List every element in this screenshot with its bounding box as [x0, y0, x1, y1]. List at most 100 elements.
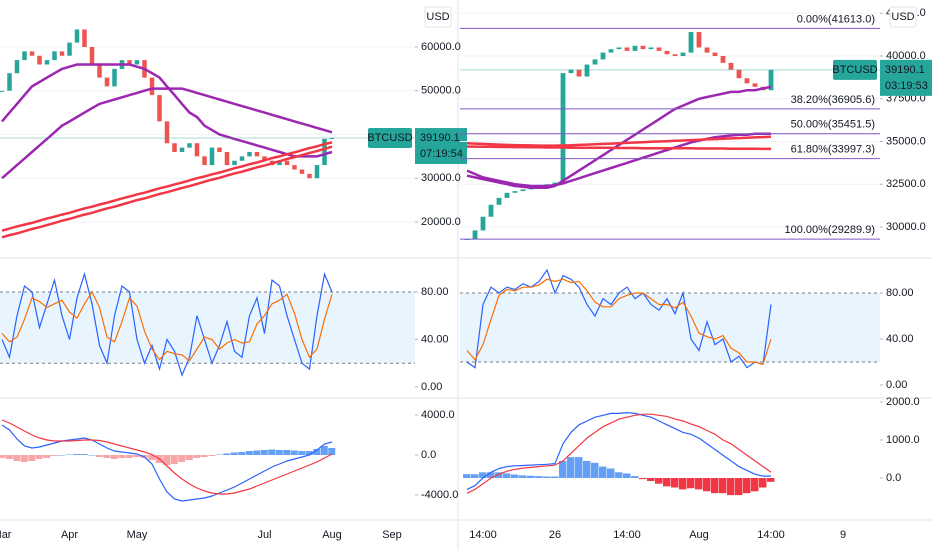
- candle: [768, 69, 774, 91]
- pane: [460, 268, 880, 369]
- candle: [67, 42, 72, 56]
- histogram-bar: [133, 455, 141, 457]
- candle: [752, 83, 758, 87]
- candle: [640, 45, 646, 50]
- fib-label: 61.80%(33997.3): [791, 144, 875, 156]
- histogram-bar: [80, 454, 88, 455]
- histogram-bar: [0, 455, 6, 458]
- histogram-bar: [65, 454, 73, 455]
- candle: [584, 64, 590, 77]
- histogram-bar: [253, 450, 261, 455]
- y-tick-label: 20000.0: [421, 216, 461, 228]
- histogram-bar: [268, 449, 276, 455]
- series-line: [1, 271, 333, 377]
- y-tick-label: 2000.0: [886, 396, 920, 408]
- histogram-bar: [275, 450, 283, 455]
- candle: [217, 147, 222, 152]
- histogram-bar: [170, 455, 178, 464]
- candle: [504, 192, 510, 198]
- histogram-bar: [511, 474, 519, 479]
- candle: [14, 60, 20, 74]
- candle: [632, 45, 638, 51]
- y-tick-label: 40.00: [421, 333, 449, 345]
- series-line: [466, 268, 772, 369]
- series-line: [1, 290, 333, 362]
- histogram-bar: [313, 449, 321, 455]
- pane: [0, 271, 415, 377]
- histogram-bar: [679, 478, 687, 490]
- candle: [284, 160, 290, 166]
- x-tick-label: 9: [840, 529, 846, 541]
- price-badge: [880, 59, 932, 96]
- x-tick-label: Jul: [257, 529, 271, 541]
- unit-label: USD: [426, 11, 449, 23]
- histogram-bar: [655, 478, 663, 484]
- histogram-bar: [671, 478, 679, 488]
- candle: [608, 49, 614, 53]
- candle: [29, 51, 35, 56]
- candle: [164, 121, 170, 144]
- histogram-bar: [663, 478, 671, 487]
- y-tick-label: 30000.0: [421, 172, 461, 184]
- y-tick-label: 40.00: [886, 333, 914, 345]
- candle: [307, 173, 312, 179]
- histogram-bar: [751, 478, 759, 492]
- candle: [239, 156, 245, 161]
- histogram-bar: [647, 478, 655, 482]
- pane: [463, 411, 775, 496]
- candle: [680, 52, 686, 57]
- candle: [187, 143, 192, 148]
- candle: [97, 64, 102, 78]
- symbol-label: BTCUSD: [832, 64, 877, 76]
- pane: [0, 29, 415, 239]
- histogram-bar: [727, 478, 735, 496]
- x-tick-label: 14:00: [469, 529, 497, 541]
- candle: [520, 189, 526, 192]
- histogram-bar: [13, 455, 21, 461]
- candle: [277, 160, 282, 166]
- y-tick-label: -4000.0: [421, 489, 458, 501]
- histogram-bar: [551, 476, 559, 479]
- candle: [488, 204, 494, 217]
- histogram-bar: [503, 473, 511, 479]
- price-badge: [415, 128, 467, 165]
- candle: [496, 197, 502, 205]
- histogram-bar: [125, 455, 133, 458]
- candle: [688, 32, 694, 53]
- histogram-bar: [230, 452, 238, 455]
- candle: [552, 182, 558, 185]
- series-line: [466, 85, 772, 189]
- candle: [224, 151, 230, 166]
- y-tick-label: 0.0: [886, 472, 901, 484]
- candle: [512, 191, 518, 193]
- histogram-bar: [687, 478, 695, 489]
- price-label: 39190.1: [420, 132, 460, 144]
- x-tick-label: 14:00: [613, 529, 641, 541]
- candle: [736, 69, 742, 79]
- histogram-bar: [631, 476, 639, 479]
- y-tick-label: 60000.0: [421, 41, 461, 53]
- histogram-bar: [695, 478, 703, 490]
- histogram-bar: [463, 474, 471, 479]
- histogram-bar: [88, 455, 96, 456]
- candle: [322, 138, 327, 166]
- histogram-bar: [260, 450, 268, 455]
- histogram-bar: [583, 460, 591, 479]
- histogram-bar: [28, 455, 36, 461]
- candle: [568, 69, 574, 74]
- histogram-bar: [479, 472, 487, 479]
- y-tick-label: 1000.0: [886, 434, 920, 446]
- candle: [157, 95, 162, 122]
- histogram-bar: [759, 478, 767, 488]
- x-tick-label: May: [127, 529, 148, 541]
- candle: [232, 160, 237, 166]
- candle: [0, 90, 5, 92]
- fib-label: 38.20%(36905.6): [791, 94, 875, 106]
- candle: [480, 216, 486, 231]
- histogram-bar: [163, 455, 171, 465]
- histogram-bar: [527, 475, 535, 479]
- histogram-bar: [200, 455, 208, 457]
- candle: [329, 138, 335, 140]
- candle: [560, 73, 566, 183]
